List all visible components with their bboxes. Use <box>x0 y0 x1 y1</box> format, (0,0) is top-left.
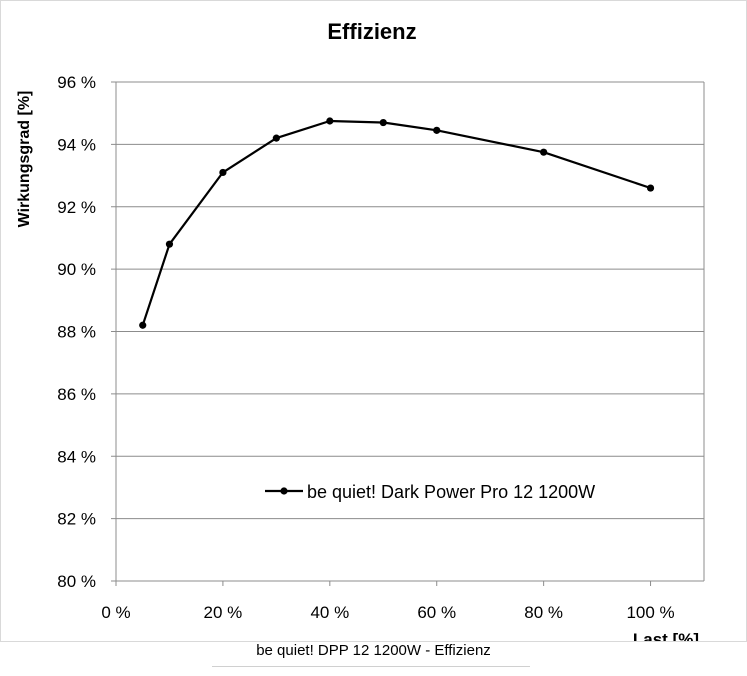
legend: be quiet! Dark Power Pro 12 1200W <box>265 482 595 502</box>
chart-title: Effizienz <box>327 19 416 44</box>
x-tick-label: 60 % <box>417 603 456 622</box>
x-tick-label: 40 % <box>310 603 349 622</box>
chart-caption: be quiet! DPP 12 1200W - Effizienz <box>256 642 491 659</box>
data-point <box>433 126 441 134</box>
y-tick-label: 84 % <box>57 447 96 466</box>
x-axis-label: Last [%] <box>633 630 699 641</box>
caption-underline <box>212 666 530 676</box>
y-tick-label: 96 % <box>57 73 96 92</box>
data-point <box>646 184 655 192</box>
grid-layer <box>116 81 704 520</box>
efficiency-chart: Effizienz Wirkungsgrad [%] Last [%] 80 %… <box>16 19 705 641</box>
y-tick-label: 86 % <box>57 385 96 404</box>
y-tick-label: 92 % <box>57 198 96 217</box>
data-point <box>139 321 147 329</box>
data-point <box>165 240 174 248</box>
x-tick-label: 20 % <box>204 603 243 622</box>
axis-layer: 80 % 82 % 84 % 86 % 88 % 90 % 92 % 94 % 96 % 0 % 2… <box>57 73 705 622</box>
chart-frame: Effizienz Wirkungsgrad [%] Last [%] 80 %… <box>0 0 747 642</box>
y-tick-label: 94 % <box>57 135 96 154</box>
data-point <box>272 134 280 142</box>
y-axis-label: Wirkungsgrad [%] <box>16 91 33 228</box>
x-tick-label: 100 % <box>626 603 674 622</box>
x-tick-label: 0 % <box>101 603 130 622</box>
data-point <box>540 148 548 156</box>
data-point <box>379 118 387 127</box>
legend-label: be quiet! Dark Power Pro 12 1200W <box>307 482 595 502</box>
series-layer <box>139 117 655 329</box>
y-tick-label: 80 % <box>57 572 96 591</box>
x-tick-label: 80 % <box>524 603 563 622</box>
data-point <box>219 168 227 177</box>
y-tick-label: 90 % <box>57 260 96 279</box>
y-tick-label: 88 % <box>57 323 96 342</box>
data-point <box>326 117 334 125</box>
legend-marker <box>280 487 288 495</box>
y-tick-label: 82 % <box>57 510 96 529</box>
series-line <box>141 119 651 326</box>
